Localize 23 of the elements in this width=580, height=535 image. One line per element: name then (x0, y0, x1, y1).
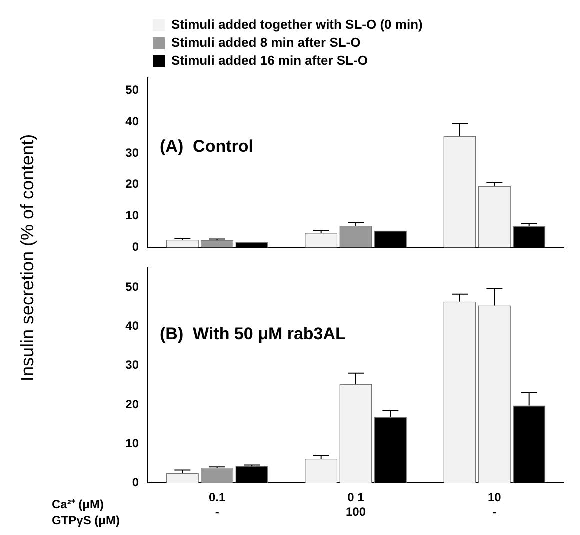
legend-label: Stimuli added 8 min after SL-O (172, 35, 361, 50)
y-tick-label: 0 (132, 240, 140, 254)
y-tick-label: 0 (132, 476, 140, 490)
x-tick-label: 10 - (488, 490, 502, 520)
text: GTPγS (μM) (52, 514, 120, 528)
legend-label: Stimuli added 16 min after SL-O (172, 53, 368, 68)
x-tick-label: 0.1 - (208, 490, 226, 520)
text: (A) Control (160, 136, 254, 156)
y-tick-label: 40 (126, 114, 140, 128)
text: Ca²⁺ (μM) (52, 498, 104, 512)
y-tick-label: 30 (126, 358, 140, 372)
y-tick-label: 40 (126, 319, 140, 334)
y-tick-label: 10 (126, 208, 140, 223)
y-tick-label: 20 (126, 177, 140, 192)
y-tick-label: 50 (126, 280, 140, 294)
y-axis-title: Insulin secretion (% of content) (18, 134, 38, 382)
text: (B) With 50 μM rab3AL (160, 324, 346, 344)
legend-label: Stimuli added together with SL-O (0 min) (172, 17, 423, 32)
y-tick-label: 10 (126, 436, 140, 450)
x-tick-label: 0 1 100 (346, 490, 366, 520)
y-tick-label: 20 (126, 397, 140, 412)
y-tick-label: 50 (126, 82, 140, 97)
y-tick-label: 30 (126, 146, 140, 160)
